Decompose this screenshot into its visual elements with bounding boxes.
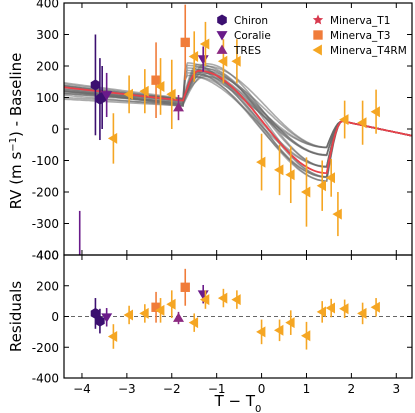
- rv-y-tick-label: 200: [36, 60, 59, 74]
- legend-label-tres: TRES: [233, 45, 261, 57]
- rv-x-ticks: [81, 3, 397, 255]
- x-tick-label: 0: [258, 382, 266, 396]
- residuals-y-ticks: -400 -200 0 200 400: [32, 249, 412, 386]
- residual-point-minerva-t4rm: [199, 294, 210, 306]
- rv-point-minerva-t4rm: [332, 208, 342, 220]
- residual-point-minerva-t3: [180, 282, 190, 292]
- legend-marker-minerva-t3: [313, 30, 323, 40]
- rv-y-tick-label: -100: [32, 154, 59, 168]
- residual-point-minerva-t4rm: [339, 303, 349, 315]
- rv-point-minerva-t4rm: [231, 55, 241, 67]
- rv-point-minerva-t4rm: [139, 85, 149, 97]
- rv-point-minerva-t4rm: [339, 114, 349, 126]
- rv-y-tick-label: -300: [32, 217, 59, 231]
- residual-point-chiron: [90, 307, 101, 319]
- rv-data-points: [78, 4, 380, 255]
- rv-point-minerva-t4rm: [217, 55, 228, 67]
- res-y-tick-label: -200: [32, 341, 59, 355]
- residual-point-minerva-t4rm: [231, 294, 241, 306]
- rv-point-minerva-t4rm: [188, 51, 199, 62]
- residual-point-chiron: [95, 315, 105, 327]
- rv-point-minerva-t4rm: [370, 106, 380, 118]
- residual-point-minerva-t4rm: [217, 292, 228, 304]
- residual-point-minerva-t4rm: [301, 330, 311, 342]
- x-tick-label: −3: [118, 382, 136, 396]
- residual-point-minerva-t4rm: [256, 326, 266, 338]
- rv-point-minerva-t4rm: [274, 164, 284, 176]
- residuals-y-axis-label: Residuals: [7, 281, 25, 352]
- rv-point-minerva-t4rm: [357, 117, 367, 129]
- rv-point-coralie: [101, 91, 113, 101]
- residual-point-minerva-t4rm: [123, 309, 133, 321]
- rv-point-minerva-t4rm: [123, 88, 133, 100]
- rv-y-axis-label: RV (m s−1) - Baseline: [7, 53, 25, 210]
- residual-point-minerva-t4rm: [325, 302, 335, 314]
- residual-point-minerva-t4rm: [316, 306, 326, 318]
- rv-point-minerva-t4rm: [199, 38, 210, 50]
- rv-point-minerva-t4rm: [256, 156, 266, 168]
- legend-marker-coralie: [216, 31, 228, 41]
- residual-point-coralie: [101, 313, 113, 323]
- residual-point-tres: [173, 312, 184, 322]
- rv-point-minerva-t4rm: [285, 169, 295, 181]
- rv-point-minerva-t4rm: [107, 132, 118, 144]
- rv-y-tick-label: 100: [36, 91, 59, 105]
- legend-label-minerva-t3: Minerva_T3: [330, 30, 390, 42]
- residual-point-minerva-t4rm: [107, 331, 118, 342]
- rv-point-minerva-t4rm: [166, 88, 176, 100]
- legend-label-coralie: Coralie: [234, 30, 271, 42]
- residual-point-minerva-t4rm: [370, 301, 380, 313]
- best-fit-curve: [63, 69, 413, 175]
- residual-point-minerva-t4rm: [357, 307, 367, 319]
- rv-point-minerva-t3: [180, 37, 190, 48]
- res-y-tick-label: 400: [36, 249, 59, 263]
- res-y-tick-label: -400: [32, 372, 59, 386]
- rv-y-tick-label: 300: [36, 28, 59, 42]
- x-tick-label: −4: [73, 382, 91, 396]
- residuals-x-ticks: −4 −3 −2 −1 0 1 2 3: [73, 255, 400, 396]
- residual-point-minerva-t3: [151, 302, 161, 312]
- rv-point-minerva-t3: [151, 75, 161, 85]
- residual-point-minerva-t4rm: [274, 324, 284, 336]
- legend-label-chiron: Chiron: [234, 15, 268, 27]
- residual-point-minerva-t4rm: [285, 317, 295, 329]
- x-tick-label: −2: [163, 382, 181, 396]
- model-sample-curve: [63, 67, 413, 168]
- x-tick-label: 1: [303, 382, 311, 396]
- rv-point-minerva-t4rm: [325, 172, 335, 184]
- x-tick-label: 2: [348, 382, 356, 396]
- res-y-tick-label: 200: [36, 279, 59, 293]
- legend-marker-minerva-t1: [312, 14, 324, 25]
- x-tick-label: −1: [208, 382, 226, 396]
- rv-point-tres: [173, 102, 184, 112]
- x-tick-label: 3: [392, 382, 400, 396]
- legend-marker-minerva-t4rm: [312, 44, 322, 56]
- rv-point-minerva-t4rm: [301, 186, 311, 198]
- legend-label-minerva-t4rm: Minerva_T4RM: [330, 45, 407, 57]
- rv-point-minerva-t4rm: [316, 180, 326, 192]
- rv-model-curves: [63, 62, 413, 182]
- legend: Chiron Coralie TRES Minerva_T1 Minerva_T3 Min…: [216, 14, 407, 57]
- rv-y-tick-label: -400: [32, 249, 59, 263]
- rv-y-tick-label: 400: [36, 0, 59, 11]
- residual-point-minerva-t4rm: [155, 304, 165, 316]
- residual-data-points: [90, 268, 380, 350]
- rv-point-minerva-t4rm: [155, 81, 165, 92]
- residual-point-minerva-t4rm: [139, 307, 149, 319]
- rv-panel: -400 -300 -200 -100 0 100 200 300 400 Chiron Cora…: [32, 0, 413, 263]
- rv-y-tick-label: -200: [32, 186, 59, 200]
- residual-point-minerva-t4rm: [188, 317, 199, 329]
- residual-point-minerva-t4rm: [166, 298, 176, 310]
- legend-label-minerva-t1: Minerva_T1: [330, 15, 390, 27]
- res-y-tick-label: 0: [51, 310, 59, 324]
- legend-marker-tres: [216, 44, 228, 54]
- residuals-panel: -400 -200 0 200 400 −4 −3 −2 −1 0 1 2 3: [32, 249, 413, 396]
- legend-marker-chiron: [217, 14, 227, 26]
- rv-y-tick-label: 0: [51, 123, 59, 137]
- rv-y-ticks: -400 -300 -200 -100 0 100 200 300 400: [32, 0, 412, 263]
- rv-point-chiron: [90, 79, 101, 91]
- x-axis-label: T − T0: [214, 392, 262, 413]
